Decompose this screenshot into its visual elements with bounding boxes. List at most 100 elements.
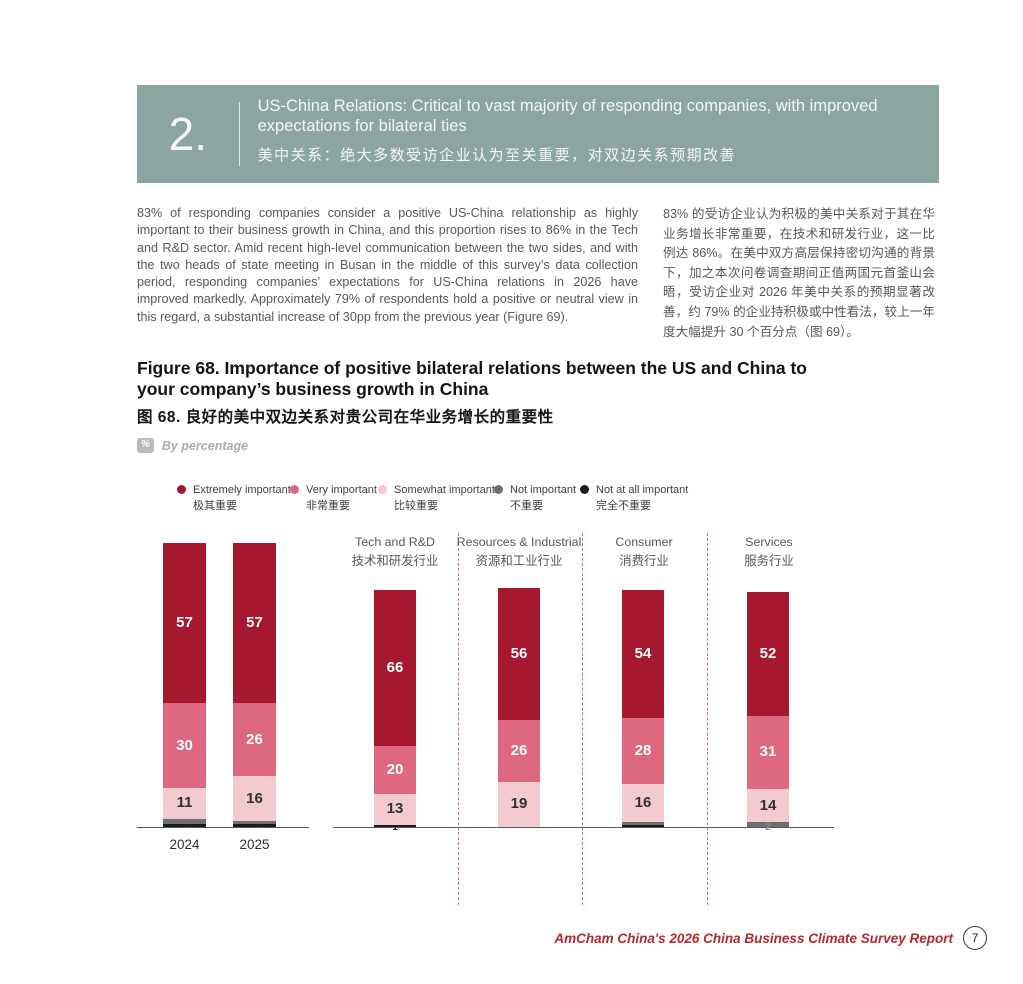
legend-label-en: Extremely important xyxy=(193,484,291,496)
legend-dot-icon xyxy=(378,485,387,494)
bar-segment: 16 xyxy=(233,776,276,822)
bar-segment xyxy=(374,824,416,827)
group-separator-line xyxy=(582,533,583,905)
legend-label-zh: 不重要 xyxy=(510,500,543,512)
segment-value-label: 16 xyxy=(246,789,263,807)
segment-value-label: 57 xyxy=(176,614,193,632)
bar-segment xyxy=(622,822,664,825)
bar-segment xyxy=(622,824,664,827)
bar-x-label: 2025 xyxy=(239,837,270,852)
group-label: Consumer 消费行业 xyxy=(549,533,739,571)
group-label: Resources & Industrial 资源和工业行业 xyxy=(424,533,614,571)
segment-value-label: 26 xyxy=(510,742,528,760)
legend-item: Somewhat important 比较重要 xyxy=(378,482,495,514)
legend-label: Extremely important 极其重要 xyxy=(193,482,291,514)
legend-label-en: Not at all important xyxy=(596,484,689,496)
section-title-zh: 美中关系：绝大多数受访企业认为至关重要，对双边关系预期改善 xyxy=(257,146,737,164)
bar-segment: 19 xyxy=(498,781,540,827)
section-number: 2. xyxy=(168,108,207,160)
legend-label-zh: 极其重要 xyxy=(193,500,237,512)
segment-value-label: 57 xyxy=(246,614,263,632)
segment-value-label: 54 xyxy=(634,644,652,662)
banner-divider xyxy=(238,102,240,166)
legend-label: Not important 不重要 xyxy=(510,482,576,514)
legend-dot-icon xyxy=(580,485,589,494)
bar-segment: 56 xyxy=(498,587,540,721)
bar-segment: 57 xyxy=(233,543,276,704)
section-banner: 2. US-China Relations: Critical to vast … xyxy=(137,85,939,183)
legend-dot-icon xyxy=(177,485,186,494)
segment-value-label: 56 xyxy=(510,644,528,662)
group-label-en: Tech and R&D xyxy=(355,535,435,549)
legend-label-en: Somewhat important xyxy=(394,484,495,496)
legend-label: Somewhat important 比较重要 xyxy=(394,482,495,514)
section-title-en: US-China Relations: Critical to vast maj… xyxy=(257,97,878,136)
stacked-bar-chart: 121130572024111626572025Tech and R&D技术和研… xyxy=(137,530,927,930)
bar-segment: 20 xyxy=(374,746,416,794)
body-paragraph-en: 83% of responding companies consider a p… xyxy=(137,206,638,324)
bar-segment xyxy=(233,821,276,825)
segment-value-label: 26 xyxy=(246,730,263,748)
bar-segment: 31 xyxy=(747,715,789,790)
segment-value-label: 31 xyxy=(759,743,777,761)
legend-item: Very important 非常重要 xyxy=(290,482,377,514)
unit-row: % By percentage xyxy=(137,438,248,453)
bar-segment xyxy=(163,824,206,827)
percent-badge-icon: % xyxy=(137,438,154,453)
bar-segment: 26 xyxy=(233,703,276,777)
bar-x-label: 2024 xyxy=(169,837,200,852)
page-footer: AmCham China's 2026 China Business Clima… xyxy=(554,926,987,950)
legend-label-en: Very important xyxy=(306,484,377,496)
page-number-badge: 7 xyxy=(963,926,987,950)
bar-segment: 11 xyxy=(163,787,206,819)
bar-segment: 28 xyxy=(622,717,664,785)
unit-label: By percentage xyxy=(161,438,249,453)
group-label: Services 服务行业 xyxy=(674,533,864,571)
legend-label-zh: 完全不重要 xyxy=(596,500,651,512)
group-separator-line xyxy=(707,533,708,905)
group-label: Tech and R&D 技术和研发行业 xyxy=(300,533,490,571)
bar-segment xyxy=(747,822,789,827)
bar-segment xyxy=(233,824,276,827)
bar-segment: 54 xyxy=(622,590,664,718)
x-axis-right xyxy=(333,827,834,828)
bar-segment: 16 xyxy=(622,784,664,823)
legend-label-zh: 比较重要 xyxy=(394,500,438,512)
group-label-en: Resources & Industrial xyxy=(456,535,582,549)
segment-value-label: 66 xyxy=(386,659,404,677)
legend-label-en: Not important xyxy=(510,484,577,496)
x-axis-left xyxy=(137,827,309,828)
legend-label: Not at all important 完全不重要 xyxy=(596,482,688,514)
footer-report-title: AmCham China's 2026 China Business Clima… xyxy=(554,930,953,946)
legend-item: Extremely important 极其重要 xyxy=(177,482,291,514)
bar-segment xyxy=(163,818,206,825)
segment-value-label: 52 xyxy=(759,644,777,662)
legend-item: Not important 不重要 xyxy=(494,482,576,514)
legend-label: Very important 非常重要 xyxy=(306,482,377,514)
bar-segment: 57 xyxy=(163,543,206,704)
segment-value-label: 20 xyxy=(386,761,404,779)
figure-title-en: Figure 68. Importance of positive bilate… xyxy=(137,358,807,399)
figure-title-zh: 图 68. 良好的美中双边关系对贵公司在华业务增长的重要性 xyxy=(137,409,554,426)
group-label-zh: 服务行业 xyxy=(744,554,794,569)
chart-legend: Extremely important 极其重要 Very important 非常重… xyxy=(0,482,1023,522)
bar-segment: 30 xyxy=(163,703,206,788)
segment-value-label: 14 xyxy=(759,796,777,814)
segment-small-value-label: 2 xyxy=(765,822,771,833)
bar-segment: 13 xyxy=(374,793,416,825)
segment-value-label: 19 xyxy=(510,795,528,813)
group-label-zh: 消费行业 xyxy=(619,554,669,569)
bar-segment: 66 xyxy=(374,590,416,747)
bar-segment: 52 xyxy=(747,592,789,716)
group-label-zh: 资源和工业行业 xyxy=(475,554,563,569)
group-separator-line xyxy=(458,533,459,905)
segment-value-label: 11 xyxy=(176,794,193,812)
segment-value-label: 13 xyxy=(386,800,404,818)
group-label-en: Consumer xyxy=(615,535,673,549)
group-label-zh: 技术和研发行业 xyxy=(351,554,439,569)
segment-value-label: 28 xyxy=(634,742,652,760)
legend-dot-icon xyxy=(494,485,503,494)
legend-dot-icon xyxy=(290,485,299,494)
segment-value-label: 30 xyxy=(176,736,193,754)
